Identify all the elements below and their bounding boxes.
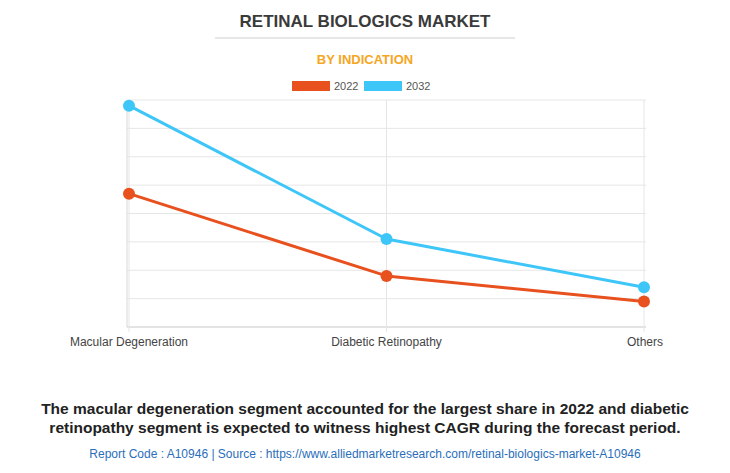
point-marker [381,233,393,245]
x-tick-label: Others [627,335,663,349]
caption: The macular degeneration segment account… [41,400,689,417]
legend-swatch [364,81,402,91]
point-marker [638,281,650,293]
point-marker [381,270,393,282]
y-axis-line [127,100,128,327]
point-marker [638,295,650,307]
point-marker [123,188,135,200]
x-tick-label: Diabetic Retinopathy [331,335,442,349]
subtitle: BY INDICATION [317,52,413,67]
x-tick [129,100,130,332]
series-line [129,194,644,302]
series-group [123,100,650,308]
series-line [129,106,644,288]
legend-swatch [292,81,330,91]
title-rule [215,38,515,39]
title: RETINAL BIOLOGICS MARKET [240,12,492,31]
x-tick [386,100,387,332]
caption: retinopathy segment is expected to witne… [49,419,680,436]
legend-label: 2022 [334,80,358,92]
footer: Report Code : A10946 | Source : https://… [89,447,641,461]
x-tick-label: Macular Degeneration [70,335,188,349]
legend-label: 2032 [406,80,430,92]
chart: RETINAL BIOLOGICS MARKET BY INDICATION Mac… [0,0,730,473]
point-marker [123,100,135,112]
legend: 2022 2032 [292,80,430,92]
